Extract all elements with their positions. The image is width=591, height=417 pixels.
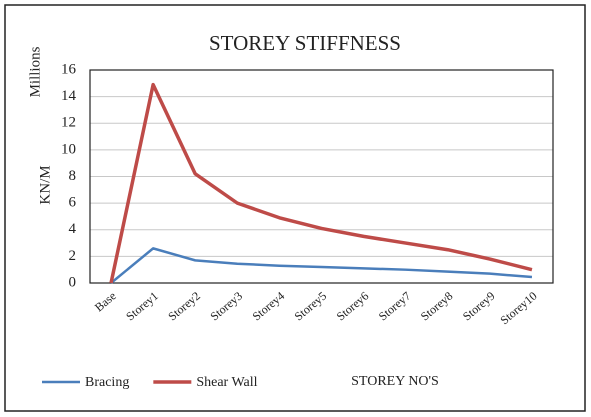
y-unit-label: Millions: [27, 46, 43, 97]
series-line: [110, 247, 533, 284]
legend-label: Bracing: [85, 375, 129, 390]
chart-border: [4, 4, 586, 412]
x-axis-label: STOREY NO'S: [351, 374, 439, 389]
y-tick-label: 8: [69, 168, 77, 184]
y-tick-label: 6: [69, 195, 77, 211]
y-tick-label: 0: [69, 274, 77, 290]
chart-title: STOREY STIFFNESS: [209, 31, 401, 55]
legend-label: Shear Wall: [196, 375, 257, 390]
y-tick-label: 2: [69, 248, 77, 264]
y-tick-label: 14: [61, 88, 77, 104]
y-tick-label: 4: [69, 221, 77, 237]
plot-border: [89, 69, 554, 284]
y-tick-label: 10: [61, 141, 76, 157]
y-tick-label: 16: [61, 61, 77, 77]
y-tick-label: 12: [61, 115, 76, 131]
series-line: [109, 82, 533, 284]
y-axis-label: KN/M: [37, 165, 53, 204]
